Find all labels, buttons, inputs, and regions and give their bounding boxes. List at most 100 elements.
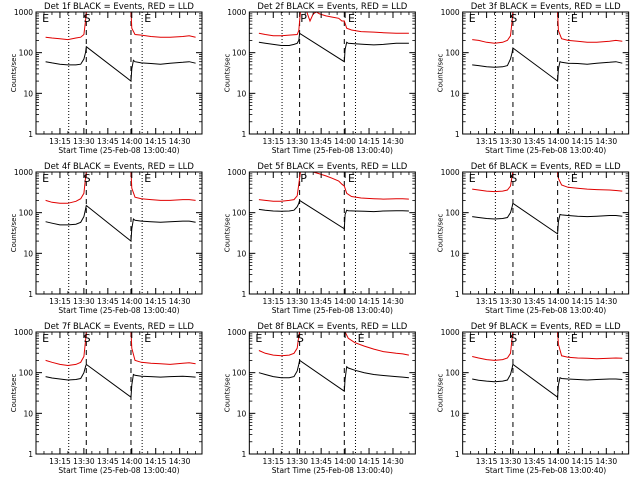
x-tick-label: 13:15 <box>49 137 71 146</box>
x-tick-label: 14:30 <box>596 457 618 466</box>
panel-title: Det 7f BLACK = Events, RED = LLD <box>44 322 194 332</box>
x-tick-label: 14:15 <box>358 297 380 306</box>
segment-label: S <box>84 332 91 345</box>
x-tick-label: 14:00 <box>121 297 143 306</box>
x-tick-label: 13:45 <box>97 137 119 146</box>
x-axis-label: Start Time (25-Feb-08 13:00:40) <box>272 146 393 155</box>
y-axis-label: Counts/sec <box>437 214 445 253</box>
panel-title: Det 9f BLACK = Events, RED = LLD <box>471 322 621 332</box>
segment-label: E <box>469 332 476 345</box>
y-tick-label: 100 <box>445 209 460 218</box>
y-tick-label: 10 <box>23 89 33 98</box>
y-tick-label: 1000 <box>227 168 246 177</box>
y-tick-label: 10 <box>450 89 460 98</box>
y-tick-label: 1000 <box>441 8 460 17</box>
y-tick-label: 100 <box>232 49 247 58</box>
y-tick-label: 1000 <box>441 168 460 177</box>
y-axis-label: Counts/sec <box>10 374 18 413</box>
events-series-line <box>45 204 196 243</box>
x-tick-label: 13:45 <box>524 137 546 146</box>
x-tick-label: 14:00 <box>548 457 570 466</box>
segment-label: P <box>300 12 307 25</box>
lld-series-line <box>45 171 196 204</box>
x-tick-label: 13:30 <box>500 457 522 466</box>
x-tick-label: 13:15 <box>262 137 284 146</box>
events-series-line <box>258 32 409 63</box>
x-tick-label: 13:30 <box>73 137 95 146</box>
segment-label: S <box>510 12 517 25</box>
lld-series-line <box>258 171 409 202</box>
lld-series-line <box>45 11 196 41</box>
panel-title: Det 4f BLACK = Events, RED = LLD <box>44 162 194 172</box>
x-axis-label: Start Time (25-Feb-08 13:00:40) <box>58 306 179 315</box>
plot-frame <box>35 331 203 455</box>
segment-label: E <box>255 332 262 345</box>
panel-title: Det 3f BLACK = Events, RED = LLD <box>471 2 621 12</box>
y-tick-label: 1000 <box>14 328 33 337</box>
x-tick-label: 14:30 <box>169 137 191 146</box>
lld-series-line <box>472 331 623 361</box>
x-tick-label: 13:15 <box>49 457 71 466</box>
plot-frame <box>35 11 203 135</box>
y-tick-label: 100 <box>19 209 34 218</box>
y-tick-label: 10 <box>237 89 247 98</box>
x-axis-label: Start Time (25-Feb-08 13:00:40) <box>485 146 606 155</box>
x-tick-label: 13:45 <box>310 137 332 146</box>
x-tick-label: 13:45 <box>310 457 332 466</box>
y-tick-label: 1000 <box>14 8 33 17</box>
x-tick-label: 14:15 <box>145 457 167 466</box>
y-tick-label: 1 <box>28 450 33 459</box>
x-tick-label: 14:30 <box>382 137 404 146</box>
x-axis-label: Start Time (25-Feb-08 13:00:40) <box>272 306 393 315</box>
y-tick-label: 100 <box>232 369 247 378</box>
segment-label: E <box>358 332 365 345</box>
x-tick-label: 13:30 <box>73 297 95 306</box>
segment-label: S <box>84 172 91 185</box>
events-series-line <box>472 363 623 399</box>
plot-frame <box>248 11 416 135</box>
y-axis-label: Counts/sec <box>223 214 231 253</box>
x-tick-label: 14:30 <box>169 457 191 466</box>
x-tick-label: 13:45 <box>524 297 546 306</box>
y-tick-label: 10 <box>23 249 33 258</box>
x-tick-label: 13:30 <box>73 457 95 466</box>
x-tick-label: 14:30 <box>382 297 404 306</box>
x-tick-label: 13:15 <box>476 137 498 146</box>
plot-frame <box>462 171 630 295</box>
x-tick-label: 14:00 <box>121 137 143 146</box>
y-tick-label: 1000 <box>227 8 246 17</box>
segment-label: E <box>42 332 49 345</box>
y-tick-label: 100 <box>19 49 34 58</box>
x-tick-label: 14:00 <box>548 297 570 306</box>
x-tick-label: 13:30 <box>286 457 308 466</box>
x-tick-label: 13:45 <box>97 457 119 466</box>
x-tick-label: 14:30 <box>596 297 618 306</box>
events-series-line <box>45 363 196 399</box>
panel-title: Det 8f BLACK = Events, RED = LLD <box>257 322 407 332</box>
y-axis-label: Counts/sec <box>223 54 231 93</box>
y-tick-label: 1000 <box>441 328 460 337</box>
panel-title: Det 2f BLACK = Events, RED = LLD <box>257 2 407 12</box>
segment-label: E <box>469 172 476 185</box>
x-axis-label: Start Time (25-Feb-08 13:00:40) <box>485 306 606 315</box>
y-tick-label: 1 <box>242 130 247 139</box>
x-tick-label: 14:00 <box>334 297 356 306</box>
x-tick-label: 13:15 <box>262 297 284 306</box>
lld-series-line <box>45 331 196 367</box>
segment-label: E <box>144 332 151 345</box>
y-axis-label: Counts/sec <box>223 374 231 413</box>
x-tick-label: 14:15 <box>572 137 594 146</box>
events-series-line <box>258 359 409 393</box>
segment-label: S <box>510 332 517 345</box>
y-tick-label: 100 <box>445 369 460 378</box>
x-axis-label: Start Time (25-Feb-08 13:00:40) <box>58 466 179 475</box>
y-tick-label: 1000 <box>14 168 33 177</box>
x-tick-label: 14:15 <box>358 137 380 146</box>
y-tick-label: 1 <box>242 290 247 299</box>
x-axis-label: Start Time (25-Feb-08 13:00:40) <box>485 466 606 475</box>
plot-frame <box>248 171 416 295</box>
